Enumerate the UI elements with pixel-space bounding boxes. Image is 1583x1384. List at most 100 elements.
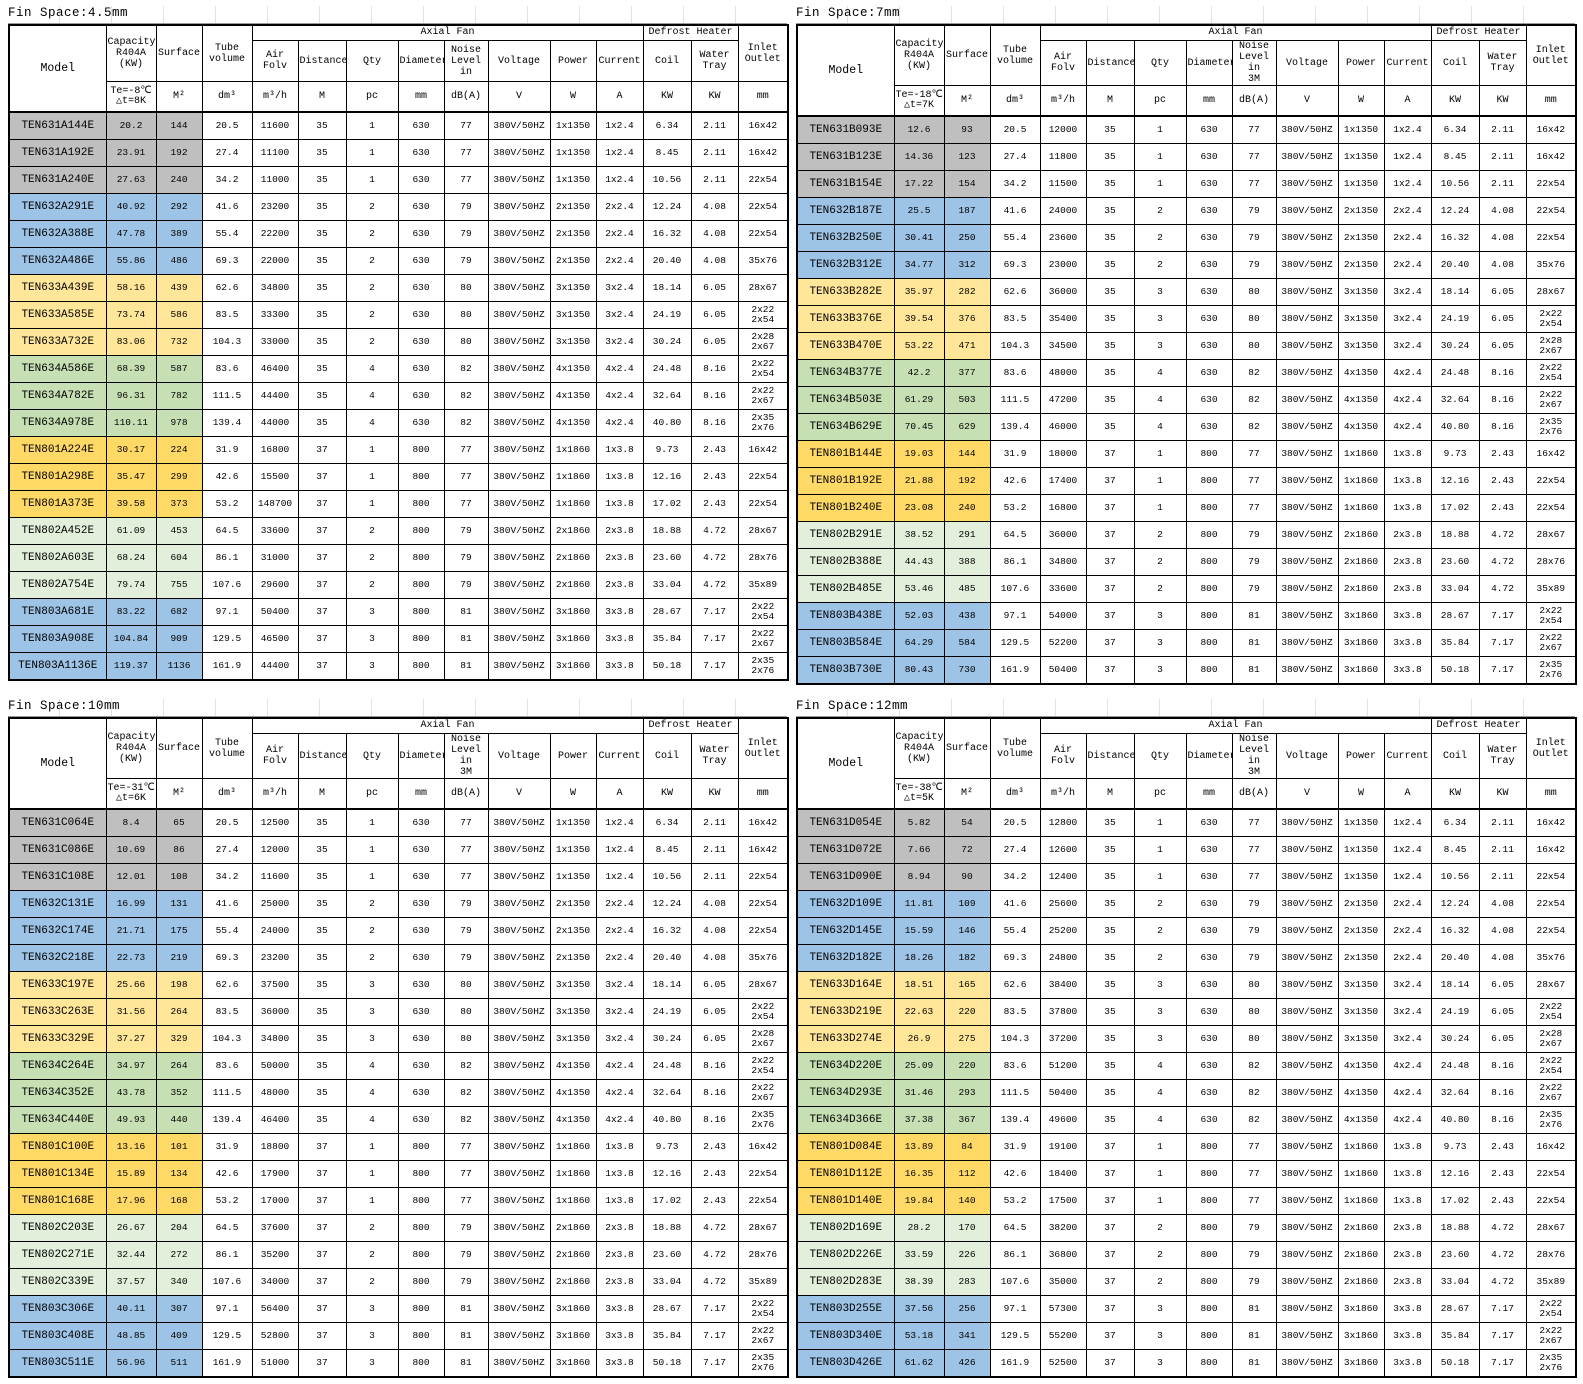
capacity-cell: 52.03 — [893, 602, 945, 630]
power-cell: 3x1350 — [1337, 332, 1385, 360]
coil-cell: 6.34 — [642, 111, 692, 140]
current-cell: 2x3.8 — [595, 544, 644, 572]
table-row: TEN802C203E 26.67 204 64.5 37600 37 2 800 79 380V… — [8, 1214, 789, 1242]
noise-cell: 82 — [443, 355, 489, 383]
table-row: TEN634D366E 37.38 367 139.4 49600 35 4 630 82 380… — [796, 1106, 1577, 1134]
coil-cell: 16.32 — [1430, 917, 1480, 945]
qty-cell: 2 — [1133, 1268, 1187, 1296]
coil-cell: 9.73 — [642, 436, 692, 464]
voltage-header: Voltage — [487, 40, 551, 82]
tube-volume-unit: dm³ — [989, 778, 1041, 810]
table-row: TEN801A373E 39.58 373 53.2 148700 37 1 800 77 380… — [8, 490, 789, 518]
tube-cell: 53.2 — [989, 1187, 1041, 1215]
current-cell: 1x3.8 — [1383, 494, 1432, 522]
current-unit: A — [1383, 85, 1432, 117]
capacity-cell: 5.82 — [893, 808, 945, 837]
distance-cell: 37 — [297, 490, 347, 518]
tube-volume-unit: dm³ — [989, 85, 1041, 117]
current-cell: 2x3.8 — [1383, 575, 1432, 603]
table-row: TEN632A388E 47.78 389 55.4 22200 35 2 630 79 380V… — [8, 220, 789, 248]
current-cell: 3x3.8 — [1383, 629, 1432, 657]
tube-cell: 97.1 — [201, 1295, 253, 1323]
model-cell: TEN632D182E — [796, 944, 895, 972]
distance-cell: 35 — [1085, 863, 1135, 891]
model-cell: TEN802D283E — [796, 1268, 895, 1296]
air-flow-cell: 24800 — [1039, 944, 1087, 972]
power-cell: 3x1860 — [1337, 1349, 1385, 1378]
capacity-cell: 53.46 — [893, 575, 945, 603]
power-cell: 2x1860 — [1337, 521, 1385, 549]
coil-cell: 35.84 — [1430, 1322, 1480, 1350]
surface-cell: 250 — [943, 224, 991, 252]
tube-cell: 31.9 — [989, 440, 1041, 468]
table-row: TEN802B388E 44.43 388 86.1 34800 37 2 800 79 380V… — [796, 548, 1577, 576]
diameter-cell: 630 — [397, 863, 445, 891]
qty-cell: 2 — [345, 1241, 399, 1269]
capacity-cell: 13.89 — [893, 1133, 945, 1161]
inlet-outlet-cell: 28x67 — [737, 274, 789, 302]
tube-cell: 83.6 — [989, 359, 1041, 387]
qty-cell: 1 — [345, 836, 399, 864]
inlet-outlet-cell: 2x22 2x54 — [737, 1052, 789, 1080]
model-header: Model — [796, 24, 895, 117]
current-cell: 1x2.4 — [1383, 170, 1432, 198]
qty-cell: 1 — [1133, 440, 1187, 468]
voltage-cell: 380V/50HZ — [1275, 467, 1339, 495]
noise-cell: 81 — [443, 652, 489, 681]
air-flow-cell: 31000 — [251, 544, 299, 572]
diameter-header: Diameter — [397, 733, 445, 779]
tube-cell: 129.5 — [989, 1322, 1041, 1350]
current-cell: 2x2.4 — [1383, 917, 1432, 945]
surface-cell: 240 — [943, 494, 991, 522]
air-flow-cell: 52500 — [1039, 1349, 1087, 1378]
current-cell: 3x2.4 — [1383, 1025, 1432, 1053]
diameter-cell: 800 — [1185, 494, 1233, 522]
qty-cell: 2 — [1133, 575, 1187, 603]
coil-cell: 18.14 — [642, 274, 692, 302]
coil-cell: 28.67 — [642, 1295, 692, 1323]
qty-cell: 1 — [345, 1133, 399, 1161]
coil-cell: 16.32 — [642, 220, 692, 248]
coil-cell: 10.56 — [1430, 170, 1480, 198]
qty-unit: pc — [345, 81, 399, 113]
voltage-cell: 380V/50HZ — [487, 863, 551, 891]
qty-cell: 1 — [345, 166, 399, 194]
tube-cell: 111.5 — [989, 1079, 1041, 1107]
distance-unit: M — [1085, 778, 1135, 810]
air-flow-cell: 48000 — [1039, 359, 1087, 387]
air-flow-cell: 55200 — [1039, 1322, 1087, 1350]
air-flow-unit: m³/h — [1039, 85, 1087, 117]
tube-cell: 64.5 — [989, 521, 1041, 549]
qty-cell: 3 — [1133, 1295, 1187, 1323]
distance-cell: 37 — [297, 571, 347, 599]
air-flow-header: Air Folv — [1039, 733, 1087, 779]
water-tray-cell: 2.11 — [1478, 808, 1527, 837]
inlet-outlet-cell: 22x54 — [737, 193, 789, 221]
inlet-outlet-cell: 16x42 — [737, 836, 789, 864]
air-flow-cell: 25200 — [1039, 917, 1087, 945]
tube-cell: 34.2 — [201, 166, 253, 194]
inlet-outlet-cell: 16x42 — [1525, 808, 1577, 837]
voltage-unit: V — [487, 778, 551, 810]
qty-cell: 2 — [345, 571, 399, 599]
noise-cell: 79 — [443, 193, 489, 221]
noise-cell: 77 — [1231, 494, 1277, 522]
table-row: TEN631C086E 10.69 86 27.4 12000 35 1 630 77 380V/… — [8, 836, 789, 864]
tube-cell: 42.6 — [201, 1160, 253, 1188]
table-row: TEN632B250E 30.41 250 55.4 23600 35 2 630 79 380V… — [796, 224, 1577, 252]
water-tray-cell: 8.16 — [1478, 413, 1527, 441]
model-cell: TEN633A585E — [8, 301, 107, 329]
water-tray-cell: 8.16 — [690, 355, 739, 383]
coil-unit: KW — [1430, 778, 1480, 810]
tube-cell: 27.4 — [201, 836, 253, 864]
air-flow-cell: 23200 — [251, 193, 299, 221]
diameter-cell: 800 — [1185, 1241, 1233, 1269]
diameter-cell: 630 — [1185, 278, 1233, 306]
voltage-cell: 380V/50HZ — [487, 1025, 551, 1053]
qty-cell: 3 — [345, 1322, 399, 1350]
surface-cell: 65 — [155, 808, 203, 837]
tube-cell: 41.6 — [989, 197, 1041, 225]
tube-cell: 83.5 — [989, 998, 1041, 1026]
qty-cell: 1 — [1133, 1187, 1187, 1215]
coil-cell: 50.18 — [1430, 1349, 1480, 1378]
